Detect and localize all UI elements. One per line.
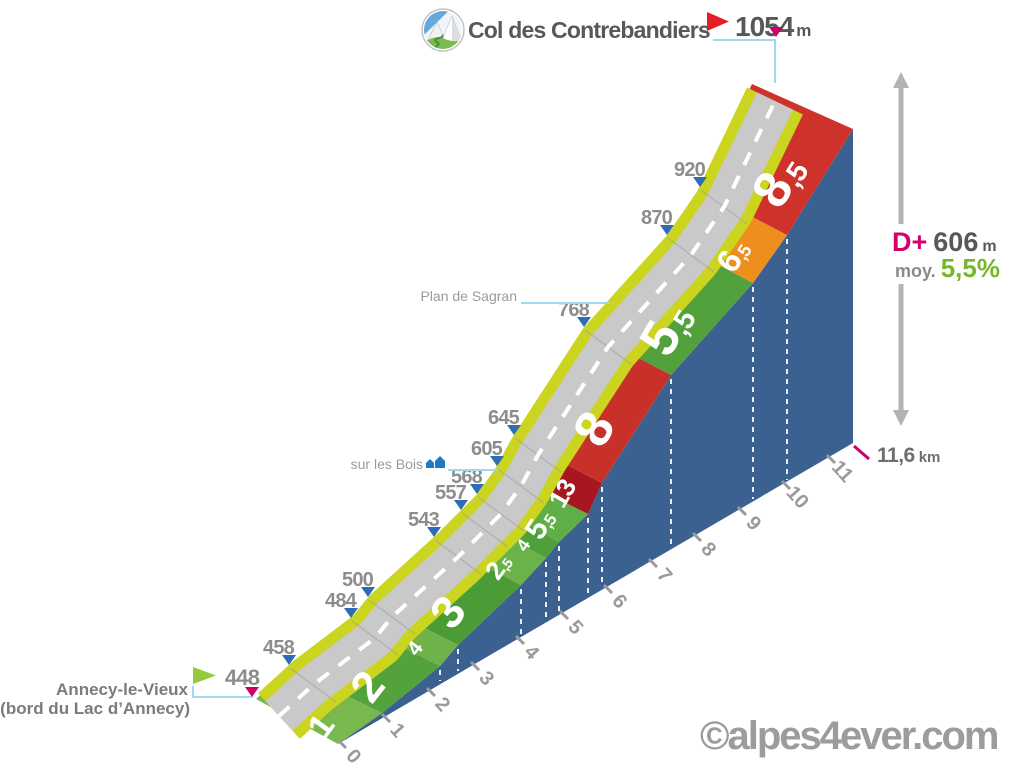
elevation-mark: 920: [674, 159, 707, 187]
marker-triangle-icon: [282, 655, 296, 665]
mountain-logo-icon: [421, 8, 465, 52]
road-sector-line: [289, 667, 337, 703]
hillside-sector-dashes: [439, 239, 788, 681]
elevation-value: 557: [435, 482, 467, 504]
summit-triangle-icon: [769, 27, 783, 37]
marker-triangle-icon: [344, 608, 358, 618]
header-group: Col des Contrebandiers 1054 m: [421, 8, 811, 83]
average-gradient: moy. 5,5%: [895, 253, 1000, 283]
elevation-marks: 458 484 500 543 557 568 605 645 768 870 …: [263, 159, 707, 665]
marker-triangle-icon: [577, 317, 591, 327]
marker-triangle-icon: [490, 456, 504, 466]
start-flag-icon: [193, 667, 216, 684]
total-distance: 11,6 km: [877, 444, 940, 467]
marker-triangle-icon: [660, 225, 674, 235]
elevation-value: 920: [674, 159, 706, 181]
elevation-value: 870: [641, 207, 673, 229]
start-elevation: 448: [225, 665, 260, 690]
start-elevation-triangle-icon: [245, 687, 259, 697]
road-sector-line: [351, 620, 399, 656]
elevation-value: 568: [451, 466, 483, 488]
waypoint-name: Plan de Sagran: [420, 288, 517, 304]
elevation-value: 605: [471, 438, 503, 460]
road: [258, 87, 803, 739]
marker-triangle-icon: [693, 177, 707, 187]
waypoint-sagran: Plan de Sagran: [420, 288, 610, 304]
elevation-mark: 500: [342, 569, 375, 597]
road-sector-line: [667, 237, 715, 273]
elevation-value: 500: [342, 569, 374, 591]
distance-group: 11,6 km: [853, 444, 940, 467]
start-name-line2: (bord du Lac d’Annecy): [0, 699, 190, 718]
elevation-value: 645: [488, 407, 520, 429]
elevation-gain: D+ 606 m: [892, 227, 997, 257]
road-sector-line: [497, 468, 545, 504]
elevation-value: 484: [325, 590, 358, 612]
summit-flag-icon: [707, 12, 729, 31]
stats-group: D+ 606 m moy. 5,5%: [892, 72, 1000, 426]
houses-icon: [426, 456, 445, 468]
elevation-value: 543: [408, 509, 440, 531]
start-label-group: Annecy-le-Vieux (bord du Lac d’Annecy) 4…: [0, 665, 260, 718]
waypoint-name: sur les Bois: [351, 456, 423, 472]
start-name-line1: Annecy-le-Vieux: [56, 680, 189, 699]
elevation-gain-arrow-icon: [893, 72, 909, 426]
start-connector-line: [192, 686, 253, 698]
marker-triangle-icon: [361, 587, 375, 597]
marker-triangle-icon: [470, 484, 484, 494]
hillside-face: [338, 129, 853, 744]
elevation-mark: 543: [408, 509, 441, 537]
marker-triangle-icon: [507, 425, 521, 435]
elevation-mark: 484: [325, 590, 358, 618]
road-sector-line: [368, 599, 416, 635]
elevation-value: 768: [558, 299, 590, 321]
elevation-mark: 605: [471, 438, 504, 466]
summit-elevation: 1054 m: [735, 11, 811, 42]
road-sector-line: [461, 512, 509, 548]
road-sector-line: [477, 496, 525, 532]
elevation-value: 458: [263, 637, 295, 659]
marker-triangle-icon: [454, 500, 468, 510]
elevation-mark: 568: [451, 466, 484, 494]
summit-connector-line: [713, 39, 776, 83]
elevation-mark: 557: [435, 482, 468, 510]
elevation-mark: 458: [263, 637, 296, 665]
marker-triangle-icon: [427, 527, 441, 537]
waypoint-bois: sur les Bois: [351, 456, 498, 472]
distance-tick: [853, 444, 870, 461]
climb-title: Col des Contrebandiers: [468, 17, 710, 43]
watermark: ©alpes4ever.com: [700, 714, 998, 758]
elevation-mark: 870: [641, 207, 674, 235]
road-sector-lines: [289, 189, 748, 703]
elevation-mark: 768: [558, 299, 591, 327]
elevation-mark: 645: [488, 407, 521, 435]
